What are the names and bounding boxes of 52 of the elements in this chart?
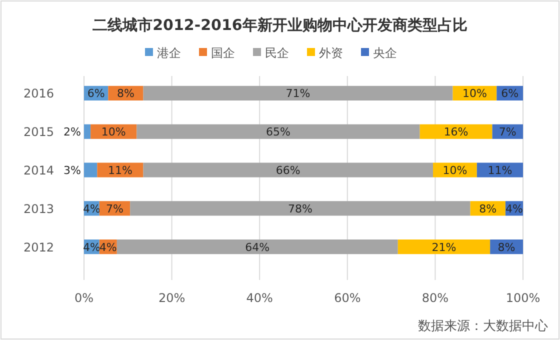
- y-tick-label: 2012: [23, 240, 54, 254]
- data-label: 3%: [64, 164, 81, 177]
- data-label: 8%: [116, 87, 134, 100]
- bar: [84, 124, 91, 139]
- x-tick-label: 60%: [334, 291, 361, 305]
- legend-label: 外资: [319, 46, 343, 60]
- data-label: 10%: [462, 87, 487, 100]
- x-tick-label: 0%: [74, 291, 94, 305]
- data-label: 64%: [245, 240, 270, 254]
- data-label: 11%: [108, 164, 132, 177]
- legend-label: 民企: [265, 46, 289, 60]
- legend-label: 央企: [373, 46, 397, 60]
- chart-title: 二线城市2012-2016年新开业购物中心开发商类型占比: [92, 16, 468, 34]
- data-label: 7%: [106, 202, 124, 216]
- data-label: 8%: [479, 202, 497, 216]
- data-label: 6%: [501, 87, 519, 100]
- data-label: 8%: [498, 240, 516, 254]
- y-tick-label: 2015: [23, 125, 54, 140]
- x-tick-label: 100%: [506, 291, 540, 305]
- data-label: 65%: [266, 126, 290, 139]
- data-label: 11%: [488, 164, 512, 177]
- data-label: 16%: [444, 126, 468, 139]
- x-tick-label: 40%: [246, 291, 273, 305]
- data-label: 2%: [64, 126, 81, 139]
- bar: [97, 162, 144, 178]
- data-label: 4%: [505, 202, 523, 216]
- bar: [136, 124, 420, 139]
- legend-label: 港企: [157, 46, 181, 60]
- data-label: 10%: [442, 164, 468, 177]
- x-tick-label: 80%: [422, 291, 449, 305]
- bar: [130, 201, 470, 216]
- data-label: 4%: [99, 240, 117, 254]
- legend-label: 国企: [211, 46, 235, 60]
- data-label: 66%: [276, 164, 300, 177]
- y-tick-label: 2016: [23, 86, 54, 101]
- data-label: 21%: [432, 240, 456, 254]
- bar: [476, 162, 523, 178]
- data-label: 78%: [288, 202, 312, 216]
- y-tick-label: 2014: [23, 164, 54, 178]
- bar: [420, 124, 492, 139]
- bar: [84, 162, 98, 178]
- data-label: 71%: [286, 87, 310, 100]
- data-label: 7%: [498, 126, 516, 139]
- data-label: 10%: [101, 126, 126, 139]
- data-label: 6%: [87, 87, 105, 100]
- bar: [143, 86, 453, 100]
- x-tick-label: 20%: [158, 291, 186, 305]
- bar: [398, 240, 490, 254]
- bar: [143, 162, 434, 178]
- y-tick-label: 2013: [23, 202, 54, 216]
- source-note: 数据来源：大数据中心: [418, 318, 548, 334]
- bar: [116, 240, 398, 254]
